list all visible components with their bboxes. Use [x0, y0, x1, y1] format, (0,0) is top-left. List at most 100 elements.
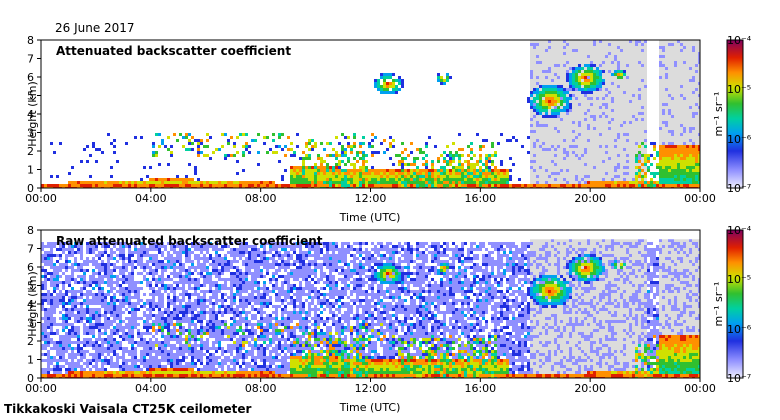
heatmap-cell [653, 148, 656, 151]
heatmap-cell [641, 175, 644, 178]
heatmap-cell [641, 76, 644, 79]
heatmap-cell [86, 299, 89, 302]
heatmap-cell [578, 88, 581, 91]
heatmap-cell [584, 133, 587, 136]
heatmap-cell [620, 97, 623, 100]
heatmap-cell [41, 287, 44, 290]
heatmap-cell [437, 172, 440, 175]
heatmap-cell [125, 142, 128, 145]
heatmap-cell [83, 148, 86, 151]
heatmap-cell [584, 97, 587, 100]
heatmap-cell [641, 94, 644, 97]
heatmap-cell [425, 142, 428, 145]
heatmap-cell [695, 100, 698, 103]
heatmap-cell [575, 106, 578, 109]
heatmap-cell [677, 85, 680, 88]
heatmap-cell [386, 175, 389, 178]
heatmap-cell [659, 139, 662, 142]
heatmap-cell [641, 79, 644, 82]
heatmap-cell [71, 245, 74, 248]
heatmap-cell [122, 263, 125, 266]
heatmap-cell [692, 127, 695, 130]
heatmap-cell [611, 184, 614, 187]
heatmap-cell [305, 166, 308, 169]
heatmap-cell [443, 178, 446, 181]
heatmap-cell [638, 97, 641, 100]
heatmap-cell [587, 76, 590, 79]
heatmap-cell [398, 184, 401, 187]
heatmap-cell [449, 175, 452, 178]
heatmap-cell [695, 130, 698, 133]
heatmap-cell [479, 145, 482, 148]
heatmap-cell [614, 133, 617, 136]
heatmap-cell [62, 323, 65, 326]
heatmap-cell [332, 172, 335, 175]
heatmap-cell [362, 142, 365, 145]
heatmap-cell [587, 55, 590, 58]
heatmap-cell [44, 320, 47, 323]
heatmap-cell [98, 326, 101, 329]
heatmap-cell [80, 308, 83, 311]
heatmap-cell [50, 242, 53, 245]
heatmap-cell [665, 64, 668, 67]
heatmap-cell [59, 365, 62, 368]
heatmap-cell [545, 184, 548, 187]
heatmap-cell [77, 359, 80, 362]
heatmap-cell [551, 61, 554, 64]
heatmap-cell [419, 151, 422, 154]
heatmap-cell [152, 154, 155, 157]
heatmap-cell [632, 136, 635, 139]
heatmap-cell [650, 163, 653, 166]
heatmap-cell [641, 82, 644, 85]
heatmap-cell [575, 184, 578, 187]
heatmap-cell [638, 148, 641, 151]
heatmap-cell [644, 136, 647, 139]
heatmap-cell [287, 148, 290, 151]
heatmap-cell [83, 260, 86, 263]
heatmap-cell [503, 175, 506, 178]
heatmap-cell [596, 133, 599, 136]
heatmap-cell [584, 61, 587, 64]
heatmap-cell [659, 97, 662, 100]
heatmap-cell [611, 169, 614, 172]
heatmap-cell [449, 76, 452, 79]
heatmap-cell [686, 58, 689, 61]
heatmap-cell [392, 79, 395, 82]
heatmap-cell [590, 64, 593, 67]
heatmap-cell [638, 46, 641, 49]
heatmap-cell [698, 97, 700, 100]
heatmap-cell [473, 169, 476, 172]
heatmap-cell [65, 368, 68, 371]
heatmap-cell [563, 46, 566, 49]
heatmap-cell [80, 248, 83, 251]
heatmap-cell [662, 160, 665, 163]
heatmap-cell [659, 79, 662, 82]
heatmap-cell [539, 46, 542, 49]
heatmap-cell [41, 275, 44, 278]
heatmap-cell [584, 154, 587, 157]
heatmap-cell [452, 172, 455, 175]
heatmap-cell [50, 299, 53, 302]
heatmap-cell [530, 133, 533, 136]
heatmap-cell [683, 139, 686, 142]
heatmap-cell [653, 172, 656, 175]
heatmap-cell [71, 296, 74, 299]
heatmap-cell [599, 46, 602, 49]
heatmap-cell [416, 184, 419, 187]
heatmap-cell [125, 332, 128, 335]
heatmap-cell [551, 88, 554, 91]
heatmap-cell [602, 142, 605, 145]
heatmap-cell [71, 278, 74, 281]
heatmap-cell [422, 172, 425, 175]
heatmap-cell [50, 338, 53, 341]
heatmap-cell [695, 151, 698, 154]
heatmap-cell [80, 371, 83, 374]
heatmap-cell [653, 181, 656, 184]
heatmap-cell [695, 124, 698, 127]
heatmap-cell [47, 302, 50, 305]
heatmap-cell [626, 130, 629, 133]
heatmap-cell [86, 374, 89, 377]
heatmap-cell [545, 148, 548, 151]
heatmap-cell [554, 148, 557, 151]
heatmap-cell [557, 139, 560, 142]
